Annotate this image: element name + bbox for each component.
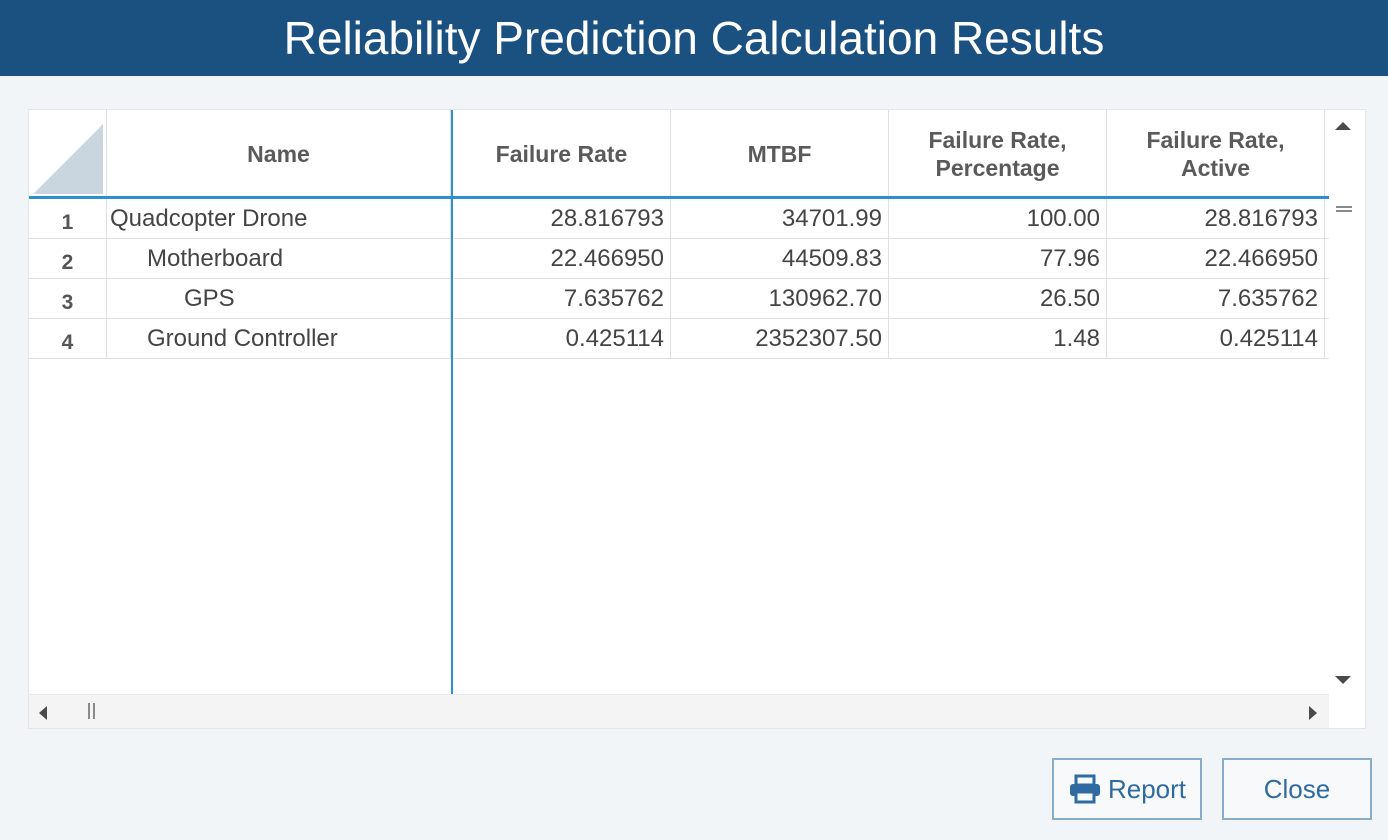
cell-failure-rate-percentage[interactable]: 1.48 [889,319,1107,358]
row-number[interactable]: 3 [29,279,107,318]
results-grid: Name Failure Rate MTBF Failure Rate, Per… [28,109,1366,729]
row-number[interactable]: 1 [29,199,107,238]
column-header-failure-rate-percentage[interactable]: Failure Rate, Percentage [889,110,1107,197]
cell-failure-rate[interactable]: 22.466950 [453,239,671,278]
table-row[interactable]: 4 Ground Controller 0.425114 2352307.50 1.48… [29,319,1329,359]
scroll-right-arrow-icon[interactable] [1309,706,1317,720]
table-row[interactable]: 1 Quadcopter Drone 28.816793 34701.99 100.00… [29,199,1329,239]
row-number[interactable]: 4 [29,319,107,358]
cell-failure-rate-active[interactable]: 7.635762 [1107,279,1325,318]
header-divider [29,196,1329,199]
report-button[interactable]: Report [1052,758,1202,820]
cell-failure-rate-active[interactable]: 28.816793 [1107,199,1325,238]
cell-failure-rate[interactable]: 28.816793 [453,199,671,238]
corner-triangle-icon [33,124,103,194]
close-button-label: Close [1263,773,1331,804]
table-row[interactable]: 3 GPS 7.635762 130962.70 26.50 7.635762 [29,279,1329,319]
report-button-label: Report [1107,773,1187,804]
horizontal-scrollbar[interactable] [29,694,1329,728]
cell-name[interactable]: Quadcopter Drone [107,199,451,238]
row-number[interactable]: 2 [29,239,107,278]
cell-mtbf[interactable]: 130962.70 [671,279,889,318]
printer-icon [1069,774,1100,804]
cell-mtbf[interactable]: 44509.83 [671,239,889,278]
column-header-mtbf[interactable]: MTBF [671,110,889,197]
dialog-title: Reliability Prediction Calculation Resul… [0,0,1388,76]
cell-mtbf[interactable]: 34701.99 [671,199,889,238]
column-header-name[interactable]: Name [107,110,451,197]
cell-failure-rate-active[interactable]: 22.466950 [1107,239,1325,278]
cell-failure-rate-active[interactable]: 0.425114 [1107,319,1325,358]
cell-failure-rate[interactable]: 7.635762 [453,279,671,318]
scroll-up-arrow-icon[interactable] [1335,122,1351,130]
grid-corner-select-all[interactable] [29,110,107,197]
cell-name[interactable]: Ground Controller [107,319,451,358]
close-button[interactable]: Close [1222,758,1372,820]
table-row[interactable]: 2 Motherboard 22.466950 44509.83 77.96 22.466… [29,239,1329,279]
hscroll-thumb-grip-icon[interactable] [88,703,95,719]
cell-name[interactable]: GPS [107,279,451,318]
cell-failure-rate-percentage[interactable]: 77.96 [889,239,1107,278]
cell-failure-rate[interactable]: 0.425114 [453,319,671,358]
vertical-scrollbar[interactable] [1329,110,1365,694]
cell-name[interactable]: Motherboard [107,239,451,278]
cell-mtbf[interactable]: 2352307.50 [671,319,889,358]
scroll-down-arrow-icon[interactable] [1335,676,1351,684]
column-header-failure-rate-active[interactable]: Failure Rate, Active [1107,110,1325,197]
scroll-thumb-grip-icon[interactable] [1336,206,1352,212]
cell-failure-rate-percentage[interactable]: 26.50 [889,279,1107,318]
cell-failure-rate-percentage[interactable]: 100.00 [889,199,1107,238]
scroll-left-arrow-icon[interactable] [39,706,47,720]
frozen-column-divider [451,110,453,694]
column-header-failure-rate[interactable]: Failure Rate [453,110,671,197]
